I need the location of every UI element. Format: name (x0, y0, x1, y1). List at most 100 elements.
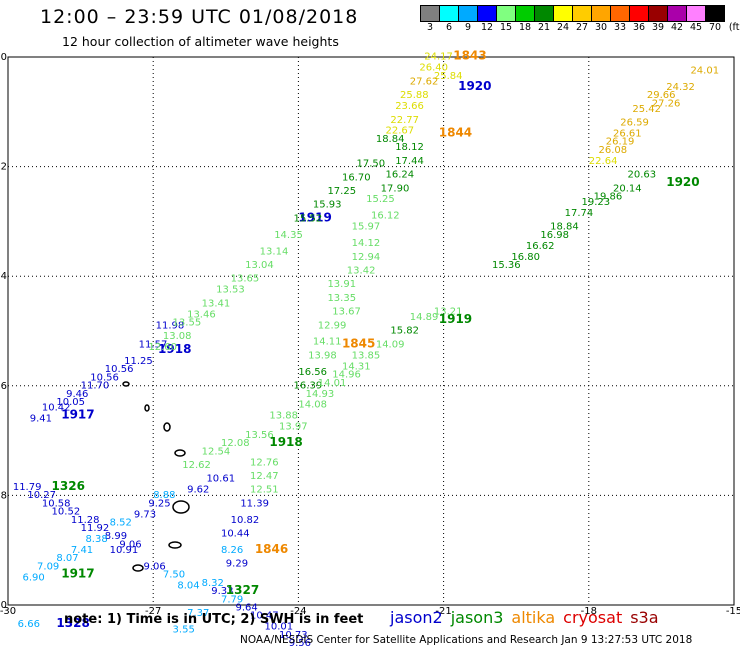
wave-height-value: 10.01 (265, 622, 294, 633)
wave-height-value: 13.42 (347, 265, 376, 276)
wave-height-value: 7.79 (221, 594, 243, 605)
y-tick-label: -60 (0, 600, 7, 611)
wave-height-value: 13.08 (163, 331, 192, 342)
wave-height-value: 12.51 (250, 485, 279, 496)
wave-height-value: 9.73 (134, 509, 156, 520)
wave-height-value: 22.64 (589, 156, 618, 167)
wave-height-value: 13.46 (187, 309, 216, 320)
wave-height-value: 25.88 (400, 90, 429, 101)
wave-height-value: 27.26 (652, 98, 681, 109)
colorbar-label: 27 (575, 22, 589, 33)
wave-height-value: 17.90 (381, 183, 410, 194)
wave-height-value: 19.23 (582, 197, 611, 208)
wave-height-value: 18.84 (376, 134, 405, 145)
wave-height-value: 7.50 (163, 570, 185, 581)
track-time-label: 1328 (56, 616, 89, 630)
wave-height-value: 13.88 (269, 411, 298, 422)
x-tick-label: -18 (581, 606, 597, 617)
island-outline (144, 404, 150, 412)
wave-height-value: 26.08 (598, 145, 627, 156)
island-outline (174, 449, 186, 457)
wave-height-value: 8.07 (56, 553, 78, 564)
wave-height-value: 10.05 (56, 397, 85, 408)
island-outline (122, 381, 130, 387)
y-tick-label: -50 (0, 52, 7, 63)
wave-height-value: 17.25 (327, 186, 356, 197)
wave-height-value: 7.41 (71, 545, 93, 556)
wave-height-value: 22.67 (386, 126, 415, 137)
colorbar (420, 5, 725, 22)
wave-height-value: 10.42 (42, 402, 71, 413)
satellite-legend-jason2: jason2 (390, 608, 443, 627)
wave-height-value: 17.74 (565, 208, 594, 219)
island-outline (172, 500, 190, 514)
wave-height-value: 11.39 (240, 498, 269, 509)
wave-height-value: 16.39 (294, 381, 323, 392)
x-tick-label: -30 (0, 606, 16, 617)
colorbar-label: 9 (464, 22, 472, 33)
satellite-legend-cryosat: cryosat (563, 608, 623, 627)
colorbar-label: 33 (613, 22, 627, 33)
wave-height-value: 16.62 (526, 241, 555, 252)
wave-height-value: 7.09 (37, 561, 59, 572)
wave-height-value: 13.67 (332, 307, 361, 318)
track-time-label: 1326 (52, 479, 85, 493)
y-tick-label: -52 (0, 162, 7, 173)
x-tick-label: -27 (145, 606, 161, 617)
wave-height-value: 15.93 (313, 200, 342, 211)
credit-footer: NOAA/NESDIS Center for Satellite Applica… (240, 634, 693, 646)
wave-height-value: 12.99 (318, 320, 347, 331)
colorbar-label: 18 (518, 22, 532, 33)
track-time-label: 1920 (666, 175, 699, 189)
satellite-legend: jason2 jason3 altika cryosat s3a (390, 608, 667, 627)
colorbar-label: (ft) (728, 22, 740, 33)
wave-height-value: 12.94 (352, 252, 381, 263)
island-outline (132, 564, 144, 572)
wave-height-value: 10.47 (250, 611, 279, 622)
colorbar-label: 39 (651, 22, 665, 33)
colorbar-label: 45 (689, 22, 703, 33)
track-time-label: 1919 (298, 210, 331, 224)
wave-height-value: 25.42 (632, 104, 661, 115)
wave-height-value: 6.90 (23, 572, 45, 583)
wave-height-value: 18.12 (395, 142, 424, 153)
wave-height-value: 14.89 (410, 312, 439, 323)
wave-height-value: 15.36 (492, 260, 521, 271)
x-tick-label: -21 (435, 606, 451, 617)
wave-height-value: 12.54 (202, 446, 231, 457)
track-time-label: 1920 (458, 79, 491, 93)
wave-height-value: 16.24 (386, 170, 415, 181)
wave-height-value: 10.56 (105, 364, 134, 375)
wave-height-value: 9.06 (119, 539, 141, 550)
wave-height-value: 14.96 (332, 370, 361, 381)
wave-height-value: 12.62 (182, 460, 211, 471)
wave-height-value: 29.66 (647, 90, 676, 101)
wave-height-value: 10.52 (52, 507, 81, 518)
wave-height-value: 13.65 (231, 274, 260, 285)
wave-height-value: 13.41 (202, 298, 231, 309)
x-tick-label: -15 (726, 606, 740, 617)
wave-height-value: 10.73 (279, 630, 308, 641)
wave-height-value: 16.80 (511, 252, 540, 263)
wave-height-value: 11.98 (156, 320, 185, 331)
wave-height-value: 9.56 (289, 638, 311, 649)
track-time-label: 1918 (158, 342, 191, 356)
y-tick-label: -54 (0, 271, 7, 282)
track-time-label: 1845 (342, 336, 375, 350)
y-tick-label: -58 (0, 490, 7, 501)
track-time-label: 1844 (439, 125, 472, 139)
wave-height-value: 19.86 (594, 191, 623, 202)
track-time-label: 1327 (226, 583, 259, 597)
wave-height-value: 11.25 (124, 356, 153, 367)
wave-height-value: 6.66 (18, 619, 40, 630)
wave-height-value: 15.25 (366, 194, 395, 205)
colorbar-swatch (705, 5, 725, 22)
track-time-label: 1917 (61, 567, 94, 581)
wave-height-value: 24.01 (690, 65, 719, 76)
wave-height-value: 8.99 (105, 531, 127, 542)
wave-height-value: 13.35 (327, 293, 356, 304)
track-time-label: 1917 (61, 408, 94, 422)
wave-height-value: 11.57 (139, 339, 168, 350)
